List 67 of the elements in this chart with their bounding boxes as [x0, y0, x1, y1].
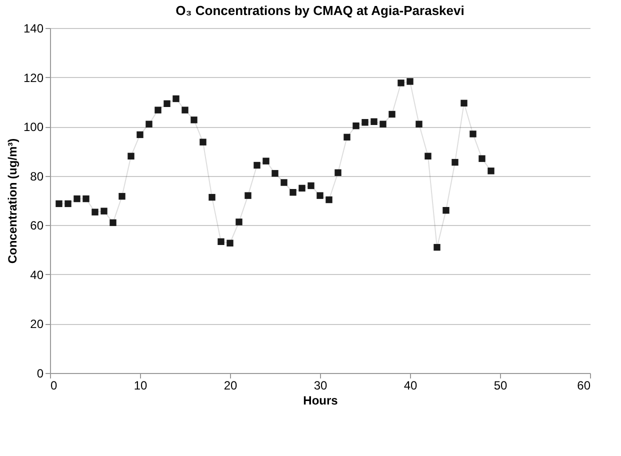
point — [236, 218, 242, 226]
point — [326, 196, 332, 204]
y-tick-label: 100 — [23, 120, 44, 134]
point — [218, 238, 224, 246]
point — [272, 170, 278, 177]
point — [164, 100, 170, 108]
point — [172, 95, 180, 102]
point — [254, 162, 260, 169]
point — [290, 189, 296, 196]
point — [316, 192, 324, 199]
point — [244, 192, 252, 199]
point — [416, 120, 422, 128]
point — [488, 168, 494, 174]
point — [398, 80, 404, 86]
y-tick-label: 20 — [30, 317, 44, 332]
point — [478, 155, 486, 162]
point — [370, 118, 378, 125]
point — [92, 208, 98, 216]
point — [110, 219, 116, 226]
x-tick-label: 60 — [577, 378, 591, 392]
point — [434, 244, 440, 251]
point — [128, 152, 134, 160]
y-tick-label: 0 — [36, 366, 44, 380]
y-tick-label: 60 — [30, 218, 44, 233]
point — [74, 195, 80, 202]
x-tick-label: 0 — [50, 378, 58, 392]
y-tick-label: 80 — [30, 169, 44, 184]
point — [146, 120, 152, 128]
point — [424, 152, 432, 160]
point — [308, 182, 314, 190]
point — [470, 130, 476, 138]
point — [208, 194, 216, 201]
point — [64, 200, 72, 208]
x-tick-label: 20 — [224, 378, 238, 392]
point — [298, 184, 306, 192]
point — [362, 119, 368, 126]
x-tick-label: 10 — [134, 378, 148, 392]
point — [406, 78, 414, 85]
x-tick-label: 40 — [404, 378, 418, 392]
point — [380, 120, 386, 128]
point — [334, 169, 342, 176]
x-tick-label: 50 — [494, 378, 508, 392]
chart-title: O₃ Concentrations by CMAQ at Agia-Paraskevi — [176, 3, 464, 18]
y-tick-label: 120 — [23, 70, 44, 85]
point — [262, 158, 270, 164]
point — [388, 110, 396, 118]
x-tick-label: 30 — [314, 378, 328, 392]
y-tick-label: 40 — [30, 268, 44, 282]
point — [226, 240, 234, 246]
point — [200, 138, 206, 146]
point — [344, 134, 350, 141]
point — [82, 195, 90, 202]
y-tick-label: 140 — [23, 22, 44, 36]
point — [460, 100, 468, 107]
point — [190, 116, 198, 124]
point — [100, 208, 108, 214]
point — [118, 192, 126, 200]
point — [136, 131, 144, 138]
point — [280, 179, 288, 186]
point — [154, 106, 162, 114]
point — [56, 200, 62, 208]
point — [182, 106, 188, 114]
point — [352, 122, 360, 130]
point — [442, 207, 450, 214]
point — [452, 158, 458, 166]
x-axis-title: Hours — [303, 394, 338, 408]
y-axis-title: Concentration (ug/m³) — [5, 138, 20, 264]
